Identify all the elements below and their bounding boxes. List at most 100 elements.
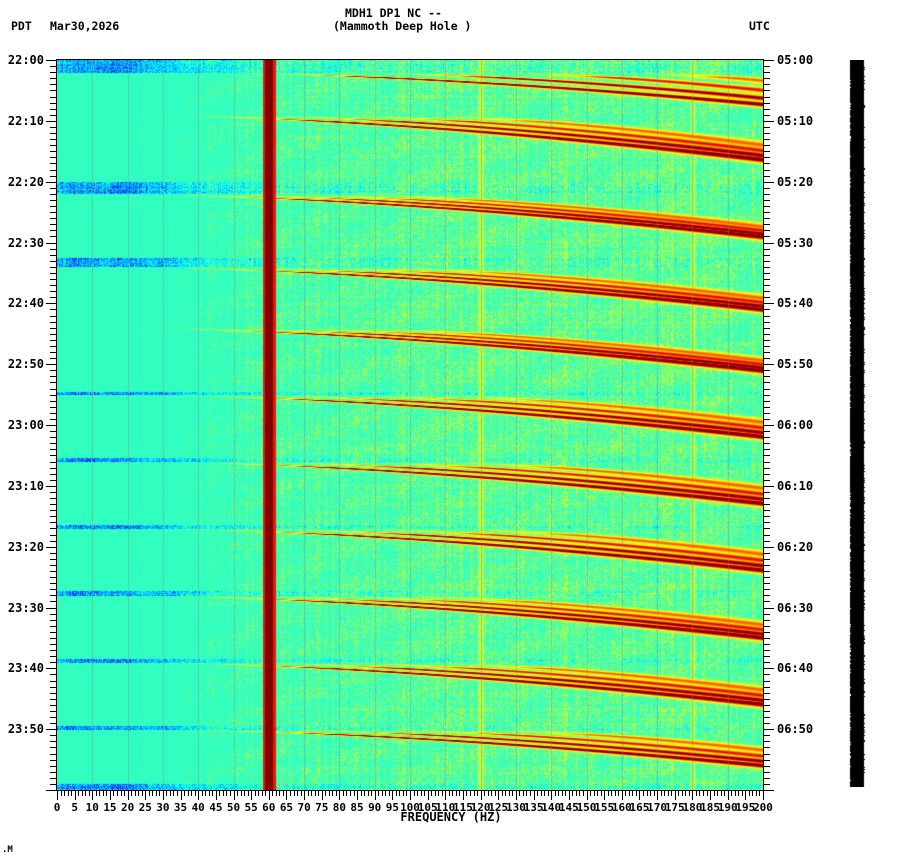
x-tick-minor [195, 791, 196, 796]
y-tick-minor-left [50, 638, 56, 639]
y-tick-minor-left [50, 650, 56, 651]
x-tick-minor [678, 791, 679, 796]
x-axis-label: 130 [505, 801, 526, 814]
y-tick-minor-left [50, 455, 56, 456]
y-tick-minor-right [764, 595, 770, 596]
x-axis-label: 5 [71, 801, 78, 814]
x-axis-label: 65 [279, 801, 294, 814]
y-tick-minor-right [764, 249, 770, 250]
y-tick-minor-right [764, 115, 770, 116]
x-tick-minor [283, 791, 284, 796]
y-tick-minor-right [764, 78, 770, 79]
x-tick-minor [149, 791, 150, 796]
y-tick-minor-right [764, 772, 770, 773]
y-tick-minor-right [764, 395, 770, 396]
y-tick-major-right [764, 790, 774, 791]
y-tick-major-right [764, 608, 774, 609]
y-tick-major-right [764, 303, 774, 304]
x-tick-minor [477, 791, 478, 796]
y-tick-minor-left [50, 601, 56, 602]
x-tick-minor [121, 791, 122, 796]
axis-bottom [56, 790, 764, 791]
y-axis-label-right: 06:10 [777, 479, 814, 493]
y-tick-minor-right [764, 577, 770, 578]
x-tick-minor [650, 791, 651, 796]
y-tick-minor-right [764, 699, 770, 700]
x-tick-minor [389, 791, 390, 796]
x-axis-label: 55 [244, 801, 258, 814]
x-tick-minor [241, 791, 242, 796]
x-tick-minor [643, 791, 644, 796]
y-tick-minor-left [50, 407, 56, 408]
y-tick-minor-right [764, 711, 770, 712]
x-tick-minor [459, 791, 460, 796]
y-tick-minor-right [764, 644, 770, 645]
x-tick-minor [173, 791, 174, 796]
y-tick-minor-right [764, 583, 770, 584]
x-tick-minor [572, 791, 573, 796]
x-tick-minor [583, 791, 584, 796]
y-tick-minor-left [50, 449, 56, 450]
x-tick-major [286, 791, 287, 800]
x-tick-major [428, 791, 429, 800]
y-tick-minor-left [50, 230, 56, 231]
x-axis-label: 120 [470, 801, 491, 814]
x-tick-minor [113, 791, 114, 796]
y-tick-minor-left [50, 656, 56, 657]
x-tick-major [763, 791, 764, 800]
y-tick-minor-left [50, 90, 56, 91]
y-tick-minor-left [50, 480, 56, 481]
y-tick-minor-left [50, 760, 56, 761]
x-tick-minor [209, 791, 210, 796]
y-tick-minor-right [764, 206, 770, 207]
y-tick-minor-left [50, 510, 56, 511]
x-tick-minor [354, 791, 355, 796]
y-tick-minor-right [764, 687, 770, 688]
x-tick-minor [325, 791, 326, 796]
x-tick-minor [541, 791, 542, 796]
y-axis-label-left: 23:40 [7, 661, 44, 675]
x-tick-major [639, 791, 640, 800]
x-axis-label: 185 [700, 801, 720, 814]
x-tick-minor [749, 791, 750, 796]
y-tick-minor-right [764, 504, 770, 505]
x-tick-minor [502, 791, 503, 796]
x-axis-label: 90 [368, 801, 382, 814]
y-tick-minor-left [50, 535, 56, 536]
y-tick-minor-right [764, 717, 770, 718]
y-tick-minor-right [764, 656, 770, 657]
x-tick-minor [442, 791, 443, 796]
y-tick-minor-right [764, 72, 770, 73]
y-tick-minor-left [50, 772, 56, 773]
x-axis-label: 145 [558, 801, 579, 814]
x-tick-minor [311, 791, 312, 796]
y-axis-label-left: 22:10 [7, 114, 44, 128]
x-tick-minor [565, 791, 566, 796]
x-tick-major [339, 791, 340, 800]
y-tick-minor-right [764, 236, 770, 237]
y-tick-minor-left [50, 200, 56, 201]
y-tick-minor-right [764, 97, 770, 98]
y-tick-minor-left [50, 626, 56, 627]
y-tick-minor-right [764, 528, 770, 529]
x-tick-minor [558, 791, 559, 796]
y-tick-minor-right [764, 334, 770, 335]
y-tick-minor-right [764, 766, 770, 767]
x-axis-label: 75 [315, 801, 329, 814]
y-tick-minor-right [764, 139, 770, 140]
y-tick-minor-right [764, 449, 770, 450]
x-tick-minor [258, 791, 259, 796]
y-tick-minor-right [764, 401, 770, 402]
x-tick-major [75, 791, 76, 800]
y-tick-minor-right [764, 741, 770, 742]
y-tick-minor-left [50, 127, 56, 128]
y-tick-minor-left [50, 522, 56, 523]
y-tick-minor-left [50, 236, 56, 237]
x-tick-minor [71, 791, 72, 796]
y-tick-minor-left [50, 577, 56, 578]
y-tick-major-right [764, 364, 774, 365]
y-tick-minor-left [50, 218, 56, 219]
y-tick-minor-right [764, 358, 770, 359]
sidebar-black-bar [848, 60, 866, 787]
x-tick-minor [378, 791, 379, 796]
